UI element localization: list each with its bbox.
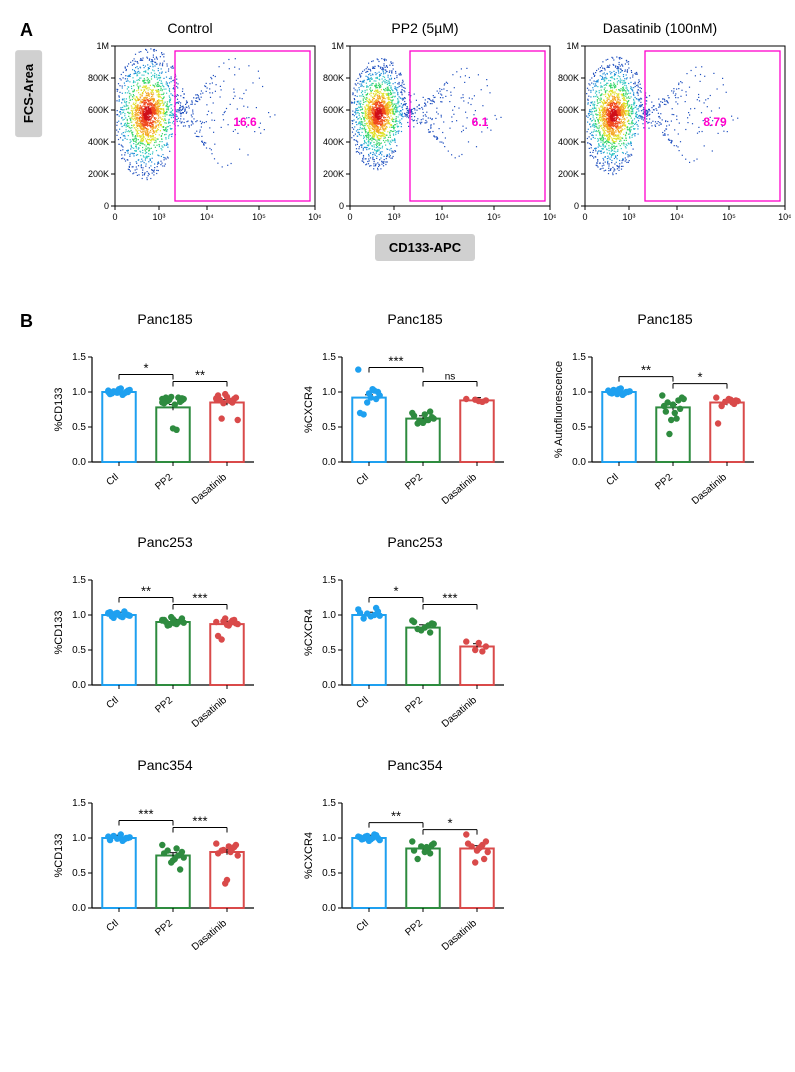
- bar-chart-title: Panc354: [50, 757, 280, 773]
- svg-text:400K: 400K: [88, 137, 109, 147]
- svg-text:800K: 800K: [88, 73, 109, 83]
- panel-a: A FCS-Area Control16.60200K400K600K800K1…: [20, 20, 775, 261]
- svg-text:400K: 400K: [323, 137, 344, 147]
- bar-chart-cell: Panc185 0.00.51.01.5%CXCR4CtlPP2Dasatinib…: [300, 311, 530, 504]
- svg-text:0: 0: [104, 201, 109, 211]
- bar-chart-cell: Panc354 0.00.51.01.5%CXCR4CtlPP2Dasatinib…: [300, 757, 530, 950]
- flow-cytometry-svg: 8.790200K400K600K800K1M010³10⁴10⁵10⁶: [550, 40, 791, 226]
- flow-cytometry-row: Control 16.6 0 200K 400K 600K 800K 1M 0 10³ 10⁴ 10⁵…: [80, 20, 775, 226]
- bar-chart-grid: Panc185 0.00.51.01.5%CD133CtlPP2Dasatinib…: [50, 311, 775, 950]
- svg-text:10³: 10³: [152, 212, 165, 222]
- flow-plot-title: PP2 (5µM): [315, 20, 535, 36]
- flow-plot: Control 16.6 0 200K 400K 600K 800K 1M 0 10³ 10⁴ 10⁵…: [80, 20, 300, 226]
- svg-text:10⁵: 10⁵: [487, 212, 501, 222]
- bar-chart-cell: [550, 757, 780, 950]
- flow-cytometry-svg: 16.60200K400K600K800K1M010³10⁴10⁵10⁶: [80, 40, 321, 226]
- bar-chart-title: Panc185: [300, 311, 530, 327]
- bar-chart-cell: Panc185 0.00.51.01.5% AutofluorescenceCtl…: [550, 311, 780, 504]
- svg-text:10³: 10³: [387, 212, 400, 222]
- bar-chart-title: Panc354: [300, 757, 530, 773]
- flow-plot: PP2 (5µM) 6.1 0 200K 400K 600K 800K 1M 0 10³ 10⁴ 10…: [315, 20, 535, 226]
- bar-chart-cell: Panc185 0.00.51.01.5%CD133CtlPP2Dasatinib…: [50, 311, 280, 504]
- svg-text:200K: 200K: [88, 169, 109, 179]
- panel-b: B Panc185 0.00.51.01.5%CD133CtlPP2Dasatin…: [20, 311, 775, 950]
- bar-chart-cell: Panc253 0.00.51.01.5%CXCR4CtlPP2Dasatinib…: [300, 534, 530, 727]
- bar-chart-cell: Panc354 0.00.51.01.5%CD133CtlPP2Dasatinib…: [50, 757, 280, 950]
- bar-chart-svg: 0.00.51.01.5%CXCR4CtlPP2Dasatinib***: [300, 775, 510, 950]
- facs-y-axis-label: FCS-Area: [15, 50, 42, 137]
- svg-text:6.1: 6.1: [472, 115, 489, 129]
- bar-chart-svg: 0.00.51.01.5%CD133CtlPP2Dasatinib******: [50, 775, 260, 950]
- flow-cytometry-svg: 6.10200K400K600K800K1M010³10⁴10⁵10⁶: [315, 40, 556, 226]
- svg-text:600K: 600K: [323, 105, 344, 115]
- bar-chart-cell: Panc253 0.00.51.01.5%CD133CtlPP2Dasatinib…: [50, 534, 280, 727]
- svg-text:10⁴: 10⁴: [435, 212, 449, 222]
- bar-chart-title: Panc185: [550, 311, 780, 327]
- svg-text:10⁴: 10⁴: [200, 212, 214, 222]
- bar-chart-title: Panc185: [50, 311, 280, 327]
- svg-text:0: 0: [347, 212, 352, 222]
- svg-text:16.6: 16.6: [233, 115, 257, 129]
- bar-chart-svg: 0.00.51.01.5% AutofluorescenceCtlPP2Dasa…: [550, 329, 760, 504]
- flow-plot-title: Dasatinib (100nM): [550, 20, 770, 36]
- svg-text:0: 0: [112, 212, 117, 222]
- svg-text:0: 0: [339, 201, 344, 211]
- flow-plot: Dasatinib (100nM)8.790200K400K600K800K1M…: [550, 20, 770, 226]
- svg-text:10⁵: 10⁵: [252, 212, 266, 222]
- bar-chart-svg: 0.00.51.01.5%CXCR4CtlPP2Dasatinib****: [300, 552, 510, 727]
- facs-x-axis-label: CD133-APC: [375, 234, 475, 261]
- svg-text:1M: 1M: [331, 41, 344, 51]
- svg-text:600K: 600K: [88, 105, 109, 115]
- bar-chart-svg: 0.00.51.01.5%CD133CtlPP2Dasatinib*****: [50, 552, 260, 727]
- panel-b-label: B: [20, 311, 33, 332]
- svg-text:200K: 200K: [323, 169, 344, 179]
- bar-chart-title: Panc253: [50, 534, 280, 550]
- bar-chart-title: Panc253: [300, 534, 530, 550]
- bar-chart-svg: 0.00.51.01.5%CD133CtlPP2Dasatinib***: [50, 329, 260, 504]
- svg-text:1M: 1M: [96, 41, 109, 51]
- bar-chart-svg: 0.00.51.01.5%CXCR4CtlPP2Dasatinib***ns: [300, 329, 510, 504]
- bar-chart-cell: [550, 534, 780, 727]
- flow-plot-title: Control: [80, 20, 300, 36]
- svg-text:800K: 800K: [323, 73, 344, 83]
- panel-a-label: A: [20, 20, 33, 41]
